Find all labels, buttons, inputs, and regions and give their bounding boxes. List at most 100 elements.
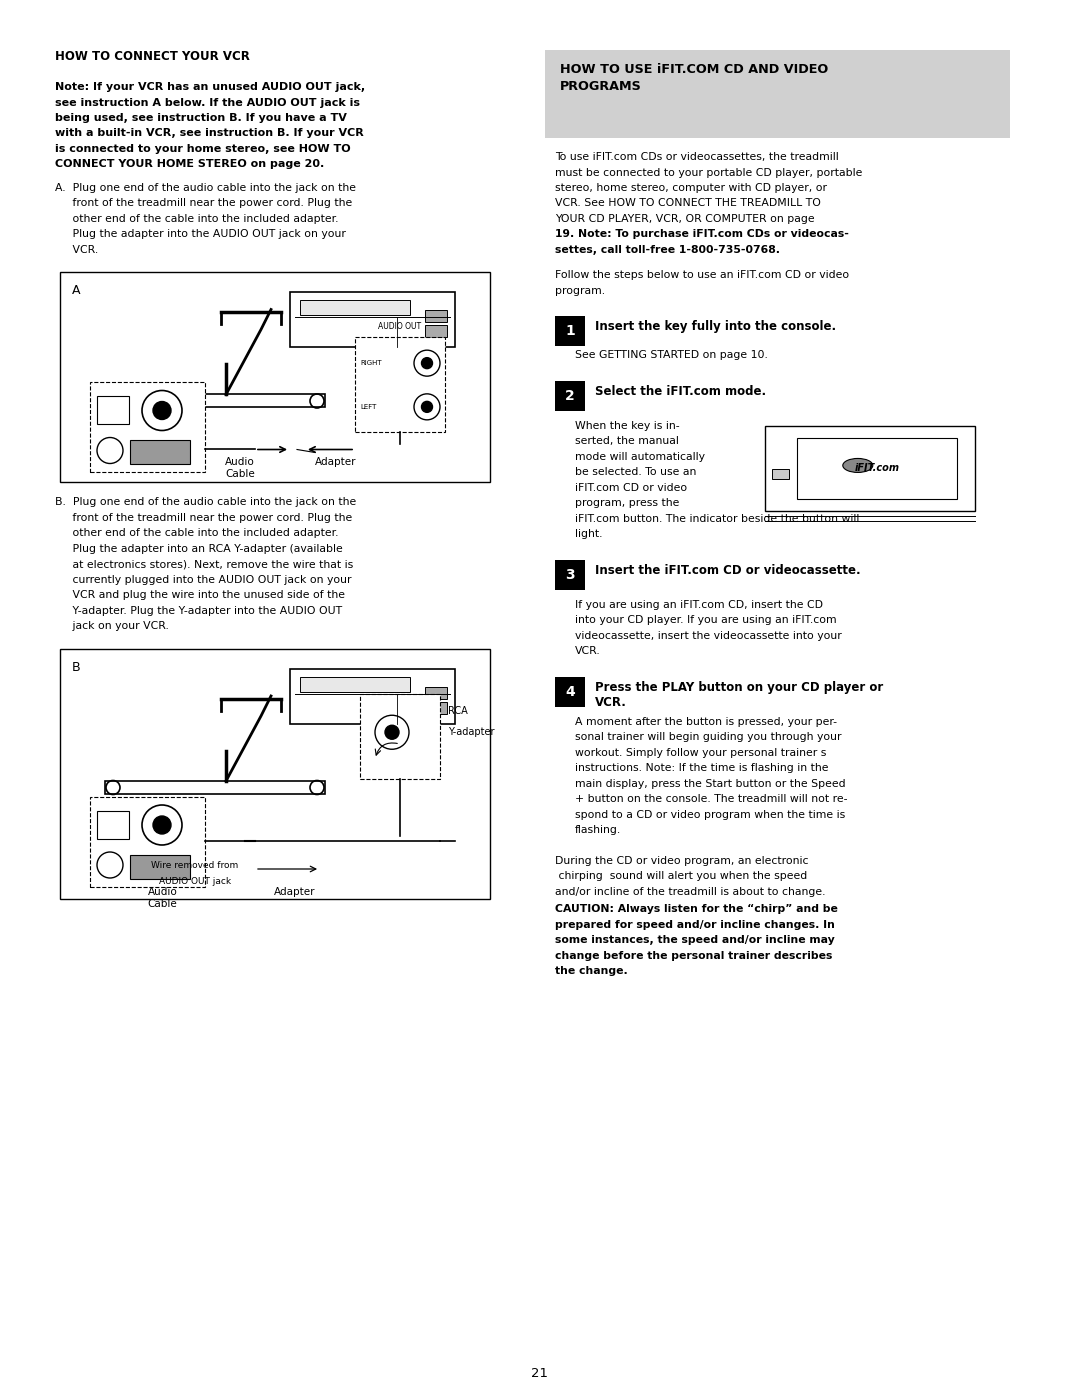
Text: A moment after the button is pressed, your per-: A moment after the button is pressed, yo… xyxy=(575,717,837,726)
Bar xyxy=(105,394,325,408)
Bar xyxy=(60,272,490,482)
Text: workout. Simply follow your personal trainer s: workout. Simply follow your personal tra… xyxy=(575,747,826,759)
Text: Wire removed from: Wire removed from xyxy=(151,861,239,870)
Text: AUDIO OUT jack: AUDIO OUT jack xyxy=(159,877,231,886)
Text: VCR.: VCR. xyxy=(595,697,626,710)
Bar xyxy=(90,383,205,472)
Text: light.: light. xyxy=(575,529,603,539)
Text: main display, press the Start button or the Speed: main display, press the Start button or … xyxy=(575,780,846,789)
Text: being used, see instruction B. If you have a TV: being used, see instruction B. If you ha… xyxy=(55,113,347,123)
Text: 19. Note: To purchase iFIT.com CDs or videocas-: 19. Note: To purchase iFIT.com CDs or vi… xyxy=(555,229,849,239)
Text: instructions. Note: If the time is flashing in the: instructions. Note: If the time is flash… xyxy=(575,764,828,774)
Text: settes, call toll-free 1-800-735-0768.: settes, call toll-free 1-800-735-0768. xyxy=(555,244,780,256)
Bar xyxy=(355,338,445,433)
Bar xyxy=(60,650,490,900)
Text: other end of the cable into the included adapter.: other end of the cable into the included… xyxy=(55,528,338,538)
Bar xyxy=(426,687,447,698)
Circle shape xyxy=(153,401,171,419)
Bar xyxy=(90,798,205,887)
Text: PROGRAMS: PROGRAMS xyxy=(561,80,642,94)
Bar xyxy=(765,426,975,511)
Text: LEFT: LEFT xyxy=(360,404,376,409)
Text: RIGHT: RIGHT xyxy=(360,360,381,366)
Bar xyxy=(360,694,440,780)
Circle shape xyxy=(421,358,432,369)
Text: spond to a CD or video program when the time is: spond to a CD or video program when the … xyxy=(575,810,846,820)
Text: other end of the cable into the included adapter.: other end of the cable into the included… xyxy=(55,214,338,224)
Bar xyxy=(300,300,410,316)
Text: program, press the: program, press the xyxy=(575,499,679,509)
Bar xyxy=(291,669,455,724)
Text: VCR. See HOW TO CONNECT THE TREADMILL TO: VCR. See HOW TO CONNECT THE TREADMILL TO xyxy=(555,198,821,208)
Text: 1: 1 xyxy=(565,324,575,338)
Text: change before the personal trainer describes: change before the personal trainer descr… xyxy=(555,951,833,961)
Text: VCR.: VCR. xyxy=(55,244,98,256)
Text: 21: 21 xyxy=(531,1368,549,1380)
Text: HOW TO CONNECT YOUR VCR: HOW TO CONNECT YOUR VCR xyxy=(55,50,249,63)
Bar xyxy=(426,703,447,714)
Text: Adapter: Adapter xyxy=(274,887,315,897)
Bar xyxy=(797,439,957,499)
Text: currently plugged into the AUDIO OUT jack on your: currently plugged into the AUDIO OUT jac… xyxy=(55,576,351,585)
Bar xyxy=(555,560,585,590)
Bar xyxy=(555,317,585,346)
Text: A.  Plug one end of the audio cable into the jack on the: A. Plug one end of the audio cable into … xyxy=(55,183,356,193)
Bar xyxy=(555,381,585,411)
Text: at electronics stores). Next, remove the wire that is: at electronics stores). Next, remove the… xyxy=(55,560,353,570)
Text: YOUR CD PLAYER, VCR, OR COMPUTER on page: YOUR CD PLAYER, VCR, OR COMPUTER on page xyxy=(555,214,814,224)
Ellipse shape xyxy=(842,458,873,472)
Text: Audio
Cable: Audio Cable xyxy=(148,887,177,908)
Text: some instances, the speed and/or incline may: some instances, the speed and/or incline… xyxy=(555,936,835,946)
Text: Note: If your VCR has an unused AUDIO OUT jack,: Note: If your VCR has an unused AUDIO OU… xyxy=(55,82,365,92)
Text: mode will automatically: mode will automatically xyxy=(575,453,705,462)
Text: HOW TO USE iFIT.COM CD AND VIDEO: HOW TO USE iFIT.COM CD AND VIDEO xyxy=(561,63,828,75)
Text: jack on your VCR.: jack on your VCR. xyxy=(55,622,168,631)
Text: Insert the key fully into the console.: Insert the key fully into the console. xyxy=(595,320,836,334)
Circle shape xyxy=(384,725,399,739)
Bar xyxy=(97,397,129,425)
Text: be selected. To use an: be selected. To use an xyxy=(575,468,697,478)
Text: 3: 3 xyxy=(565,569,575,583)
Text: see instruction A below. If the AUDIO OUT jack is: see instruction A below. If the AUDIO OU… xyxy=(55,98,360,108)
Text: CAUTION: Always listen for the “chirp” and be: CAUTION: Always listen for the “chirp” a… xyxy=(555,904,838,915)
Text: is connected to your home stereo, see HOW TO: is connected to your home stereo, see HO… xyxy=(55,144,351,154)
Text: If you are using an iFIT.com CD, insert the CD: If you are using an iFIT.com CD, insert … xyxy=(575,599,823,610)
Bar xyxy=(105,781,325,793)
Circle shape xyxy=(421,401,432,412)
Text: program.: program. xyxy=(555,286,605,296)
Bar xyxy=(130,440,190,464)
Bar xyxy=(97,812,129,840)
Text: and/or incline of the treadmill is about to change.: and/or incline of the treadmill is about… xyxy=(555,887,825,897)
Text: + button on the console. The treadmill will not re-: + button on the console. The treadmill w… xyxy=(575,795,848,805)
Text: must be connected to your portable CD player, portable: must be connected to your portable CD pl… xyxy=(555,168,862,177)
Text: B: B xyxy=(72,661,81,673)
Text: stereo, home stereo, computer with CD player, or: stereo, home stereo, computer with CD pl… xyxy=(555,183,827,193)
Text: flashing.: flashing. xyxy=(575,826,621,835)
Text: Select the iFIT.com mode.: Select the iFIT.com mode. xyxy=(595,386,766,398)
Text: front of the treadmill near the power cord. Plug the: front of the treadmill near the power co… xyxy=(55,198,352,208)
Text: videocassette, insert the videocassette into your: videocassette, insert the videocassette … xyxy=(575,631,841,641)
Text: Audio
Cable: Audio Cable xyxy=(225,457,255,479)
Text: Y-adapter: Y-adapter xyxy=(448,728,495,738)
Text: Insert the iFIT.com CD or videocassette.: Insert the iFIT.com CD or videocassette. xyxy=(595,564,861,577)
Text: See GETTING STARTED on page 10.: See GETTING STARTED on page 10. xyxy=(575,351,768,360)
Text: front of the treadmill near the power cord. Plug the: front of the treadmill near the power co… xyxy=(55,513,352,522)
Text: To use iFIT.com CDs or videocassettes, the treadmill: To use iFIT.com CDs or videocassettes, t… xyxy=(555,152,839,162)
Text: Plug the adapter into an RCA Y-adapter (available: Plug the adapter into an RCA Y-adapter (… xyxy=(55,543,342,555)
Bar xyxy=(555,678,585,707)
Bar xyxy=(426,310,447,323)
Text: Press the PLAY button on your CD player or: Press the PLAY button on your CD player … xyxy=(595,680,883,694)
Text: the change.: the change. xyxy=(555,967,627,977)
Text: Y-adapter. Plug the Y-adapter into the AUDIO OUT: Y-adapter. Plug the Y-adapter into the A… xyxy=(55,606,342,616)
Bar xyxy=(772,469,789,479)
Text: into your CD player. If you are using an iFIT.com: into your CD player. If you are using an… xyxy=(575,616,837,626)
Text: AUDIO OUT: AUDIO OUT xyxy=(378,323,421,331)
Text: with a built-in VCR, see instruction B. If your VCR: with a built-in VCR, see instruction B. … xyxy=(55,129,364,138)
Text: chirping  sound will alert you when the speed: chirping sound will alert you when the s… xyxy=(555,872,807,882)
Text: Follow the steps below to use an iFIT.com CD or video: Follow the steps below to use an iFIT.co… xyxy=(555,271,849,281)
Bar xyxy=(130,855,190,879)
Text: During the CD or video program, an electronic: During the CD or video program, an elect… xyxy=(555,856,809,866)
Text: CONNECT YOUR HOME STEREO on page 20.: CONNECT YOUR HOME STEREO on page 20. xyxy=(55,159,324,169)
Text: When the key is in-: When the key is in- xyxy=(575,420,679,432)
Bar xyxy=(291,292,455,348)
